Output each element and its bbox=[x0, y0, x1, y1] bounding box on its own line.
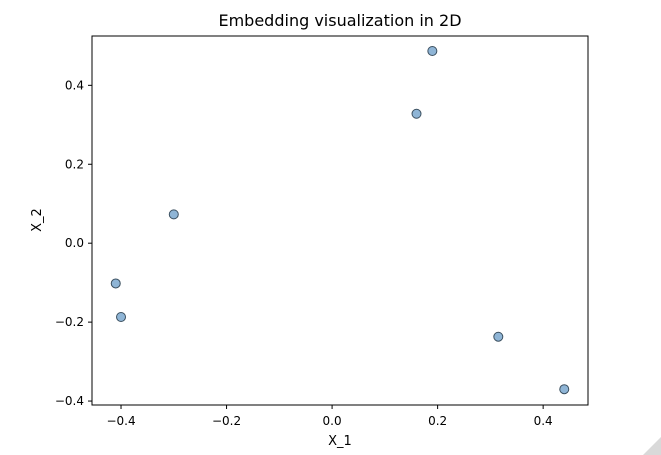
y-tick-label: 0.2 bbox=[65, 157, 84, 171]
y-tick-label: 0.0 bbox=[65, 236, 84, 250]
x-axis-label: X_1 bbox=[328, 434, 352, 449]
resize-grip[interactable] bbox=[643, 437, 661, 455]
y-tick-label: −0.2 bbox=[55, 315, 84, 329]
plot-area bbox=[91, 35, 589, 406]
data-points bbox=[110, 45, 570, 395]
y-axis-label: X_2 bbox=[30, 208, 45, 232]
x-tick-label: −0.2 bbox=[212, 414, 241, 428]
x-tick-label: 0.4 bbox=[534, 414, 553, 428]
scatter-point bbox=[411, 108, 422, 119]
chart-title: Embedding visualization in 2D bbox=[218, 11, 461, 30]
x-tick-label: 0.0 bbox=[323, 414, 342, 428]
x-tick-label: −0.4 bbox=[106, 414, 135, 428]
scatter-point bbox=[168, 209, 179, 220]
x-axis: −0.4 −0.2 0.0 0.2 0.4 bbox=[106, 405, 553, 428]
scatter-point bbox=[110, 278, 121, 289]
x-tick-label: 0.2 bbox=[428, 414, 447, 428]
plot-frame bbox=[91, 35, 589, 406]
scatter-point bbox=[559, 384, 570, 395]
scatter-point bbox=[493, 331, 504, 342]
y-axis: −0.4 −0.2 0.0 0.2 0.4 bbox=[55, 78, 92, 408]
y-tick-label: −0.4 bbox=[55, 394, 84, 408]
scatter-point bbox=[116, 311, 127, 322]
y-tick-label: 0.4 bbox=[65, 78, 84, 92]
scatter-point bbox=[427, 45, 438, 56]
